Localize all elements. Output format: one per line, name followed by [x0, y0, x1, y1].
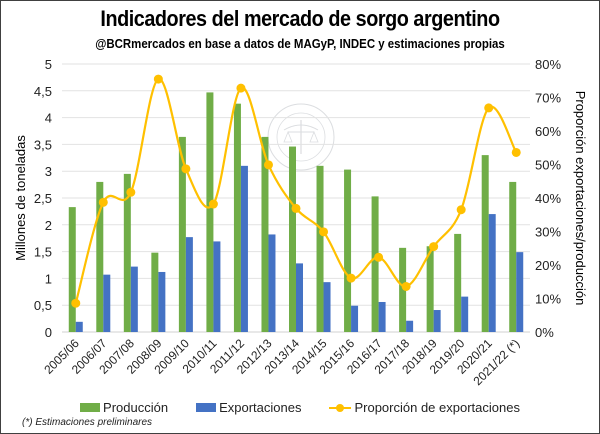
proportion-line-path — [74, 77, 518, 304]
bar-produccion — [206, 92, 214, 333]
bar-exportaciones — [323, 282, 331, 332]
proportion-point — [484, 103, 494, 113]
proportion-point — [263, 160, 273, 170]
proportion-point — [98, 197, 108, 207]
y2-tick-label: 40% — [535, 191, 561, 206]
y2-tick-label: 70% — [535, 91, 561, 106]
legend-swatch-blue — [196, 403, 217, 412]
y2-tick-label: 20% — [535, 258, 561, 273]
y-tick-label: 1 — [45, 271, 52, 286]
bar-exportaciones — [158, 271, 166, 332]
proportion-point — [291, 203, 301, 213]
proportion-point — [346, 273, 356, 283]
y-tick-label: 3,5 — [34, 137, 52, 152]
y-axis-label: Millones de toneladas — [13, 135, 28, 261]
proportion-point — [236, 83, 246, 93]
y-tick-label: 1,5 — [34, 245, 52, 260]
bar-exportaciones — [75, 321, 83, 332]
bar-exportaciones — [296, 263, 303, 332]
legend-item-proporcion: Proporción de exportaciones — [329, 400, 520, 415]
proportion-point — [126, 187, 136, 197]
bar-exportaciones — [268, 234, 276, 332]
legend-label: Proporción de exportaciones — [354, 400, 520, 415]
bar-produccion — [371, 196, 379, 332]
y2-tick-label: 0% — [535, 325, 554, 340]
bar-produccion — [509, 181, 517, 332]
bar-exportaciones — [488, 214, 496, 332]
legend-line-marker-icon — [329, 403, 352, 413]
proportion-point — [319, 227, 329, 237]
proportion-point — [71, 298, 81, 308]
bar-exportaciones — [516, 252, 524, 332]
bar-exportaciones — [351, 305, 359, 332]
y-tick-label: 3 — [45, 164, 52, 179]
y2-axis-label: Proporción exportaciones/producción — [573, 91, 588, 306]
proportion-point — [401, 281, 411, 291]
y2-tick-label: 60% — [535, 124, 561, 139]
bar-exportaciones — [103, 274, 111, 332]
proportion-point — [208, 199, 218, 209]
y-tick-label: 2,5 — [34, 191, 52, 206]
bar-produccion — [233, 103, 241, 332]
bar-produccion — [481, 155, 489, 332]
bar-exportaciones — [240, 165, 248, 332]
bar-produccion — [68, 207, 76, 332]
proportion-line — [71, 74, 521, 308]
bar-exportaciones — [213, 241, 221, 332]
y-axis-ticks: 0 0,5 1 1,5 2 2,5 3 3,5 4 4,5 5 — [34, 57, 52, 340]
bar-produccion — [399, 247, 407, 332]
legend-swatch-green — [80, 403, 101, 412]
y-tick-label: 4 — [45, 111, 52, 126]
bar-produccion — [426, 246, 434, 332]
bar-produccion — [178, 136, 186, 332]
y2-axis-ticks: 0% 10% 20% 30% 40% 50% 60% 70% 80% — [535, 57, 561, 340]
proportion-point — [456, 205, 466, 215]
bars — [68, 92, 524, 333]
chart-subtitle: @BCRmercados en base a datos de MAGyP, I… — [95, 36, 505, 51]
bar-exportaciones — [461, 296, 469, 332]
bar-exportaciones — [433, 310, 441, 332]
y-tick-label: 2 — [45, 218, 52, 233]
bar-exportaciones — [378, 301, 386, 332]
proportion-point — [374, 252, 384, 262]
legend-item-exportaciones: Exportaciones — [196, 400, 301, 415]
bar-produccion — [316, 165, 324, 332]
y2-tick-label: 80% — [535, 57, 561, 72]
y2-tick-label: 10% — [535, 292, 561, 307]
bar-exportaciones — [130, 266, 138, 332]
bar-produccion — [96, 181, 104, 332]
footnote: (*) Estimaciones preliminares — [22, 417, 153, 428]
bar-produccion — [344, 169, 352, 332]
bar-exportaciones — [406, 320, 414, 332]
bar-produccion — [454, 233, 462, 332]
bar-exportaciones — [185, 237, 193, 332]
y2-tick-label: 30% — [535, 225, 561, 240]
chart-title: Indicadores del mercado de sorgo argenti… — [100, 6, 500, 31]
legend-label: Producción — [103, 400, 169, 415]
bar-produccion — [151, 252, 159, 332]
y-tick-label: 0,5 — [34, 298, 52, 313]
y2-tick-label: 50% — [535, 158, 561, 173]
proportion-point — [429, 242, 439, 252]
x-axis-ticks: 2005/062006/072007/082008/092009/102010/… — [41, 336, 522, 388]
y-tick-label: 5 — [45, 57, 52, 72]
proportion-point — [181, 164, 191, 174]
proportion-point — [511, 147, 521, 157]
legend-label: Exportaciones — [219, 400, 302, 415]
y-tick-label: 0 — [45, 325, 52, 340]
bar-produccion — [261, 136, 269, 332]
bar-produccion — [289, 146, 296, 332]
y-tick-label: 4,5 — [34, 84, 52, 99]
proportion-point — [153, 74, 163, 84]
legend: Producción Exportaciones Proporción de e… — [0, 400, 600, 415]
bar-produccion — [123, 173, 131, 332]
legend-item-produccion: Producción — [80, 400, 168, 415]
